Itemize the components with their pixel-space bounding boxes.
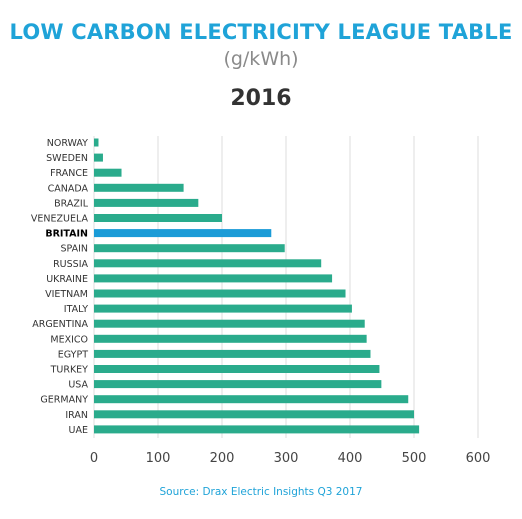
category-label-italy: ITALY xyxy=(64,304,88,315)
category-label-argentina: ARGENTINA xyxy=(32,319,88,330)
category-label-canada: CANADA xyxy=(48,183,89,194)
bar-iran xyxy=(94,410,414,419)
category-label-france: FRANCE xyxy=(50,168,88,179)
category-label-uae: UAE xyxy=(69,425,88,436)
x-tick-label: 500 xyxy=(402,451,427,466)
bar-egypt xyxy=(94,349,371,358)
bar-usa xyxy=(94,380,382,389)
bar-mexico xyxy=(94,334,367,343)
category-label-britain: BRITAIN xyxy=(45,229,88,240)
category-label-turkey: TURKEY xyxy=(50,365,89,376)
x-tick-label: 0 xyxy=(90,451,98,466)
x-tick-label: 100 xyxy=(146,451,171,466)
bar-canada xyxy=(94,183,184,192)
category-label-egypt: EGYPT xyxy=(58,349,88,360)
bar-uae xyxy=(94,425,420,434)
x-tick-label: 300 xyxy=(274,451,299,466)
bar-sweden xyxy=(94,153,103,162)
bar-france xyxy=(94,168,122,177)
category-label-usa: USA xyxy=(68,380,88,391)
category-label-venezuela: VENEZUELA xyxy=(31,214,89,225)
x-tick-label: 400 xyxy=(338,451,363,466)
category-label-brazil: BRAZIL xyxy=(54,198,89,209)
bar-turkey xyxy=(94,365,380,373)
x-tick-labels: 0 100 200 300 400 500 600 xyxy=(90,451,491,466)
category-labels: NORWAY SWEDEN FRANCE CANADA BRAZIL VENEZUELA B… xyxy=(31,138,89,436)
category-label-germany: GERMANY xyxy=(40,395,88,406)
bar-ukraine xyxy=(94,274,333,283)
category-label-sweden: SWEDEN xyxy=(46,153,88,164)
category-label-ukraine: UKRAINE xyxy=(46,274,88,285)
bar-norway xyxy=(94,138,99,147)
category-label-russia: RUSSIA xyxy=(53,259,88,270)
x-tick-label: 600 xyxy=(466,451,491,466)
category-label-vietnam: VIETNAM xyxy=(45,289,88,300)
bar-argentina xyxy=(94,319,365,328)
bar-vietnam xyxy=(94,289,346,298)
category-label-norway: NORWAY xyxy=(47,138,88,149)
bar-italy xyxy=(94,304,352,313)
bar-britain xyxy=(94,229,272,238)
category-label-spain: SPAIN xyxy=(60,244,88,255)
source-note: Source: Drax Electric Insights Q3 2017 xyxy=(159,486,363,498)
bar-venezuela xyxy=(94,214,222,222)
grid-lines xyxy=(93,136,479,438)
bar-russia xyxy=(94,259,322,268)
bars xyxy=(94,138,420,434)
chart-year: 2016 xyxy=(230,86,292,111)
category-label-iran: IRAN xyxy=(65,410,88,421)
chart-unit: (g/kWh) xyxy=(223,48,299,70)
chart-title: LOW CARBON ELECTRICITY LEAGUE TABLE xyxy=(9,20,513,44)
bar-spain xyxy=(94,244,285,253)
category-label-mexico: MEXICO xyxy=(50,334,88,345)
bar-germany xyxy=(94,395,409,404)
x-tick-label: 200 xyxy=(210,451,235,466)
bar-brazil xyxy=(94,198,199,207)
